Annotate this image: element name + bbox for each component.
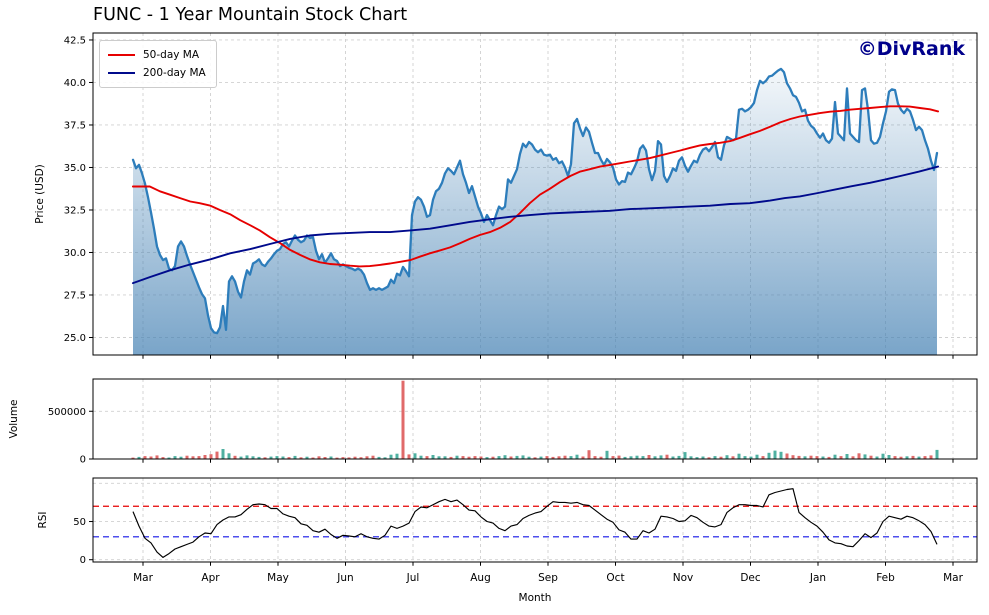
svg-text:42.5: 42.5: [64, 35, 86, 46]
legend-item-200-day-ma: 200-day MA: [108, 64, 206, 82]
svg-text:27.5: 27.5: [64, 290, 86, 301]
rsi-axis-label: RSI: [37, 511, 49, 529]
svg-text:Apr: Apr: [201, 572, 220, 584]
legend-item-50-day-ma: 50-day MA: [108, 46, 206, 64]
ma200-line-swatch-icon: [108, 72, 135, 74]
svg-text:Aug: Aug: [470, 572, 491, 584]
volume-axis-label: Volume: [8, 399, 20, 439]
ma50-line-swatch-icon: [108, 54, 135, 56]
svg-text:Dec: Dec: [740, 572, 761, 584]
svg-text:Mar: Mar: [133, 572, 153, 584]
legend-label-200-day-ma: 200-day MA: [143, 67, 206, 79]
svg-text:32.5: 32.5: [64, 205, 86, 216]
svg-text:Oct: Oct: [606, 572, 624, 584]
svg-text:37.5: 37.5: [64, 120, 86, 131]
watermark: ©DivRank: [857, 38, 965, 60]
svg-text:30.0: 30.0: [64, 248, 86, 259]
svg-text:35.0: 35.0: [64, 163, 86, 174]
svg-text:40.0: 40.0: [64, 78, 86, 89]
svg-text:50: 50: [73, 517, 86, 528]
svg-text:Jun: Jun: [336, 572, 353, 584]
svg-text:Jul: Jul: [406, 572, 420, 584]
svg-text:May: May: [267, 572, 289, 584]
chart-title: FUNC - 1 Year Mountain Stock Chart: [93, 5, 408, 25]
svg-text:0: 0: [80, 455, 86, 466]
legend: 50-day MA 200-day MA: [99, 40, 217, 88]
svg-text:25.0: 25.0: [64, 333, 86, 344]
price-axis-label: Price (USD): [34, 164, 46, 224]
svg-text:Jan: Jan: [809, 572, 826, 584]
svg-text:500000: 500000: [48, 407, 86, 418]
svg-text:Nov: Nov: [673, 572, 694, 584]
svg-text:Feb: Feb: [876, 572, 895, 584]
svg-text:Sep: Sep: [538, 572, 558, 584]
svg-text:Mar: Mar: [943, 572, 963, 584]
svg-text:0: 0: [80, 555, 86, 566]
legend-label-50-day-ma: 50-day MA: [143, 49, 200, 61]
x-axis-label: Month: [518, 592, 552, 604]
